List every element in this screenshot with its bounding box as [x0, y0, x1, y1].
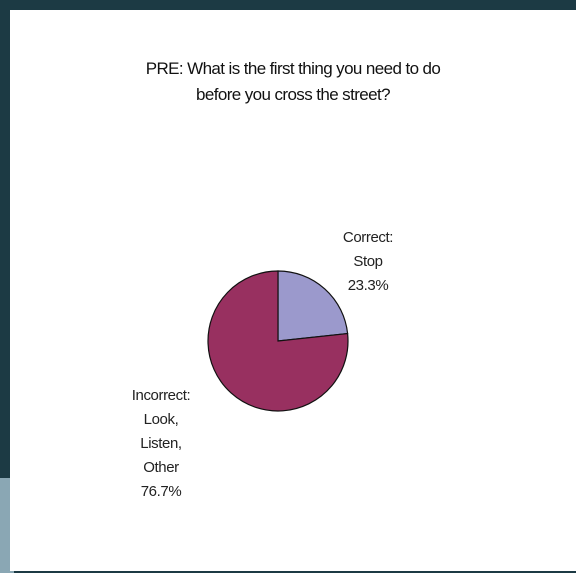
slice-label-incorrect: Incorrect: Look, Listen, Other 76.7%	[121, 384, 201, 504]
incorrect-label-line-3: Listen,	[140, 435, 182, 452]
slice-label-correct: Correct: Stop 23.3%	[333, 226, 403, 298]
chart-title-line-1: PRE: What is the first thing you need to…	[145, 59, 441, 78]
incorrect-label-line-2: Look,	[143, 411, 179, 428]
pie-slice-correct	[277, 270, 349, 342]
pie-slice-incorrect	[207, 270, 349, 412]
chart-title: PRE: What is the first thing you need to…	[0, 56, 576, 108]
incorrect-label-line-4: Other	[143, 459, 179, 476]
chart-title-line-2: before you cross the street?	[196, 85, 391, 104]
correct-value-label: 23.3%	[347, 277, 389, 294]
incorrect-label-line-1: Incorrect:	[131, 387, 191, 404]
correct-label-line-2: Stop	[353, 253, 383, 270]
incorrect-value-label: 76.7%	[140, 483, 182, 500]
pie-slices	[207, 270, 349, 412]
correct-label-line-1: Correct:	[342, 229, 394, 246]
